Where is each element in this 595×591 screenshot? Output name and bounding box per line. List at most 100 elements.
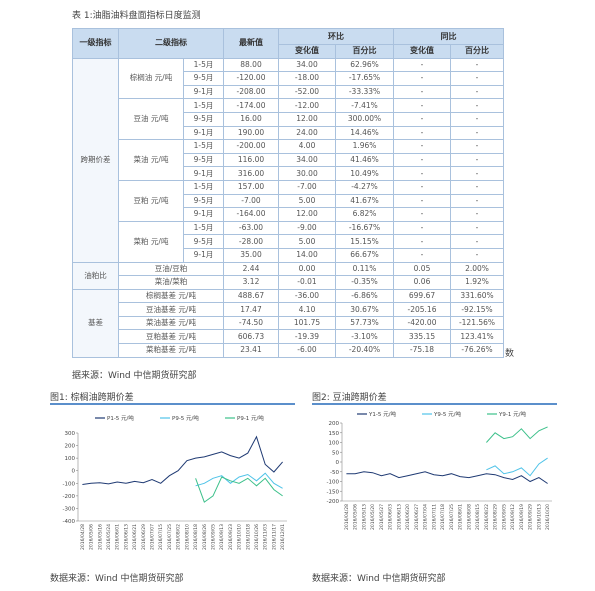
table-cell: -208.00: [223, 84, 279, 100]
x-tick-label: 2016/10/26: [254, 524, 260, 550]
x-tick-label: 2016/08/22: [484, 504, 490, 530]
table-cell: -: [450, 125, 504, 141]
x-tick-label: 2016/06/21: [132, 524, 138, 550]
table-cell: 二级指标: [118, 28, 224, 59]
x-tick-label: 2016/05/13: [361, 504, 367, 530]
caption-rule: [50, 403, 295, 405]
table-cell: 0.11%: [335, 261, 394, 277]
table-cell: -: [450, 111, 504, 127]
table-cell: 335.15: [393, 329, 451, 345]
table-cell: 4.00: [278, 139, 336, 154]
table-cell: 17.47: [223, 302, 279, 317]
table-cell: -: [393, 111, 451, 127]
table-cell: 123.41%: [450, 329, 504, 345]
legend-label: Y9-1 元/吨: [498, 410, 526, 418]
table-cell: -: [450, 139, 504, 154]
x-tick-label: 2016/08/29: [493, 504, 499, 530]
table-cell: -92.15%: [450, 302, 504, 317]
x-tick-label: 2016/10/13: [536, 504, 542, 530]
table-cell: 6.82%: [335, 207, 394, 222]
table-cell: 88.00: [223, 57, 279, 73]
y-tick-label: 150: [329, 431, 340, 437]
table-cell: -: [393, 234, 451, 249]
x-tick-label: 2016/12/01: [280, 524, 286, 550]
table-cell: 百分比: [450, 44, 504, 59]
table-cell: 5.00: [278, 193, 336, 209]
y-tick-label: -400: [63, 519, 76, 525]
table-cell: -0.01: [278, 275, 336, 290]
table-cell: 2.00%: [450, 261, 504, 277]
table-cell: 9-5月: [183, 234, 224, 249]
table-row: 油粕比 豆油/豆粕 2.44 0.00 0.11% 0.05 2.00%: [72, 261, 504, 290]
table-cell: 2.44: [223, 261, 279, 277]
table-cell: -76.26%: [450, 343, 504, 358]
table-cell: -200.00: [223, 139, 279, 154]
table-cell: 34.00: [278, 152, 336, 168]
table-cell: 9-5月: [183, 71, 224, 86]
table-row: 菜粕基差 元/吨 23.41 -6.00 -20.40% -75.18 -76.26%: [73, 343, 504, 358]
table-cell: -16.67%: [335, 220, 394, 236]
table-cell: 10.49%: [335, 166, 394, 181]
table-cell: -6.86%: [335, 288, 394, 304]
series-line: [82, 435, 283, 485]
table-cell: 23.41: [223, 343, 279, 358]
table-cell: 环比: [278, 28, 394, 45]
x-tick-label: 2016/11/03: [263, 524, 269, 550]
x-tick-label: 2016/10/20: [545, 504, 551, 530]
y-tick-label: 0: [72, 469, 76, 475]
table-cell: 9-5月: [183, 111, 224, 127]
x-tick-label: 2016/06/27: [414, 504, 420, 530]
table-cell: -: [393, 152, 451, 168]
table-cell: 12.00: [278, 111, 336, 127]
table-cell: 41.67%: [335, 193, 394, 209]
table-cell: 9-1月: [183, 207, 224, 222]
table-cell: 5.00: [278, 234, 336, 249]
table-cell: 1-5月: [183, 57, 224, 73]
table-cell: 1-5月: [183, 98, 224, 113]
x-tick-label: 2016/09/05: [210, 524, 216, 550]
x-tick-label: 2016/06/20: [405, 504, 411, 530]
table-cell: 606.73: [223, 329, 279, 345]
table-cell: 14.00: [278, 247, 336, 263]
x-tick-label: 2016/07/15: [158, 524, 164, 550]
table-cell: 棕榈基差 元/吨: [118, 288, 224, 304]
table-cell: -18.00: [278, 71, 336, 86]
table-cell: 35.00: [223, 247, 279, 263]
table-cell: 57.73%: [335, 315, 394, 331]
table-cell: -9.00: [278, 220, 336, 236]
x-tick-label: 2016/06/13: [123, 524, 129, 550]
table-cell: 16.00: [223, 111, 279, 127]
table-row: 菜油/菜粕 3.12 -0.01 -0.35% 0.06 1.92%: [73, 275, 504, 290]
x-tick-label: 2016/08/15: [475, 504, 481, 530]
table-cell: 4.10: [278, 302, 336, 317]
table-source: 据来源：Wind 中信期货研究部: [72, 371, 197, 381]
x-tick-label: 2016/09/23: [228, 524, 234, 550]
y-tick-label: 200: [65, 444, 76, 450]
table-cell: -: [393, 166, 451, 181]
x-tick-label: 2016/05/16: [97, 524, 103, 550]
x-tick-label: 2016/09/19: [519, 504, 525, 530]
table-cell: 菜粕基差 元/吨: [118, 343, 224, 358]
x-tick-label: 2016/06/29: [141, 524, 147, 550]
table-cell: -75.18: [393, 343, 451, 358]
series-line: [346, 471, 548, 484]
table-cell: 9-1月: [183, 125, 224, 141]
table-cell: -63.00: [223, 220, 279, 236]
table-cell: 3.12: [223, 275, 279, 290]
table-cell: -420.00: [393, 315, 451, 331]
table-cell: -52.00: [278, 84, 336, 100]
table-cell: 300.00%: [335, 111, 394, 127]
x-tick-label: 2016/05/06: [89, 524, 95, 550]
y-tick-label: -100: [63, 481, 76, 487]
x-tick-label: 2016/05/27: [379, 504, 385, 530]
table-cell: 12.00: [278, 207, 336, 222]
table-cell: 1-5月: [183, 220, 224, 236]
table-cell: 30.67%: [335, 302, 394, 317]
y-tick-label: 300: [65, 431, 76, 437]
table-cell: 豆油 元/吨: [118, 98, 184, 141]
table-cell: 9-5月: [183, 152, 224, 168]
y-tick-label: -150: [327, 489, 340, 495]
table-cell: 0.06: [393, 275, 451, 290]
